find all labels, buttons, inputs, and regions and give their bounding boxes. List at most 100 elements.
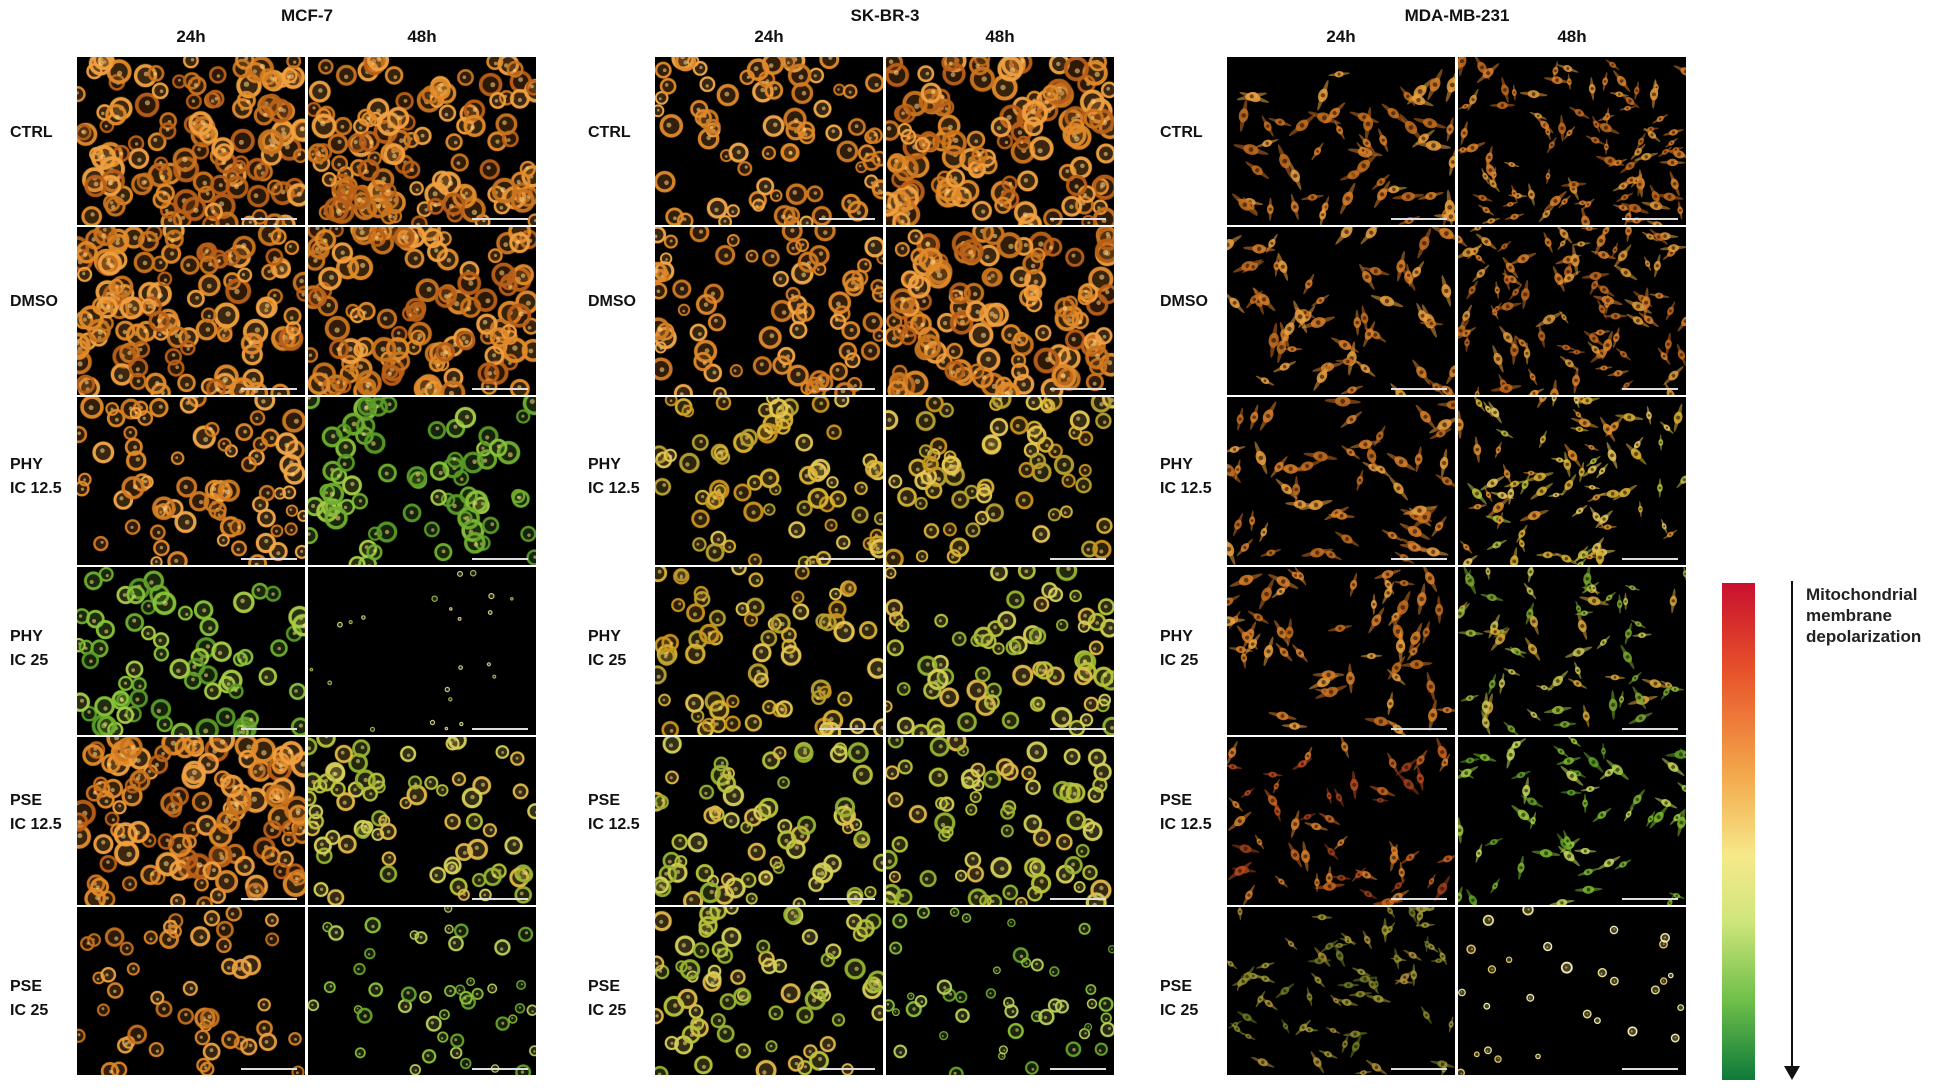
micrograph-grid — [77, 57, 537, 1077]
micrograph-tile — [655, 737, 883, 905]
micrograph-image — [886, 227, 1114, 395]
micrograph-tile — [1458, 737, 1686, 905]
micrograph-tile — [1458, 567, 1686, 735]
scale-bar — [1391, 218, 1447, 220]
micrograph-image — [1458, 567, 1686, 735]
micrograph-image — [886, 737, 1114, 905]
legend-line-3: depolarization — [1806, 627, 1922, 646]
micrograph-tile — [1227, 227, 1455, 395]
panel-sk-br-3: SK-BR-3 24h 48h CTRL DMSO PHY IC 12.5 PHY IC 25 P… — [578, 0, 1178, 1092]
micrograph-grid — [1227, 57, 1687, 1077]
micrograph-image — [1458, 57, 1686, 225]
row-label: PHY IC 25 — [10, 625, 88, 673]
row-label: PSE IC 25 — [10, 975, 88, 1023]
row-label: PHY IC 12.5 — [10, 453, 88, 501]
micrograph-tile — [1227, 57, 1455, 225]
micrograph-image — [77, 227, 305, 395]
scale-bar — [1622, 728, 1678, 730]
cell-line-title: MDA-MB-231 — [1404, 6, 1510, 25]
row-label-treatment: PHY — [1160, 628, 1193, 645]
micrograph-tile — [886, 397, 1114, 565]
scale-bar — [1050, 898, 1106, 900]
color-scale-bar — [1722, 583, 1755, 1080]
micrograph-tile — [1227, 737, 1455, 905]
micrograph-image — [655, 397, 883, 565]
row-label-dose: IC 12.5 — [588, 816, 640, 833]
legend-line-2: membrane — [1806, 606, 1892, 625]
micrograph-tile — [1227, 567, 1455, 735]
micrograph-tile — [1458, 227, 1686, 395]
row-label-treatment: CTRL — [588, 124, 631, 141]
time-label-48h: 48h — [1557, 27, 1587, 46]
panel-mcf-7: MCF-7 24h 48h CTRL DMSO PHY IC 12.5 PHY IC 25 PSE… — [0, 0, 600, 1092]
micrograph-tile — [77, 907, 305, 1075]
micrograph-image — [308, 567, 536, 735]
scale-bar — [1391, 558, 1447, 560]
scale-bar — [1050, 388, 1106, 390]
micrograph-image — [886, 57, 1114, 225]
row-label-dose: IC 12.5 — [1160, 816, 1212, 833]
micrograph-image — [655, 567, 883, 735]
row-label-treatment: CTRL — [1160, 124, 1203, 141]
micrograph-image — [1227, 227, 1455, 395]
micrograph-grid — [655, 57, 1115, 1077]
scale-bar — [1622, 388, 1678, 390]
row-label: PHY IC 25 — [588, 625, 666, 673]
scale-bar — [241, 558, 297, 560]
micrograph-tile — [77, 397, 305, 565]
scale-bar — [472, 388, 528, 390]
scale-bar — [1622, 1068, 1678, 1070]
time-label-24h: 24h — [176, 27, 206, 46]
row-label: CTRL — [588, 121, 666, 145]
cell-line-title: MCF-7 — [281, 6, 333, 25]
row-label-treatment: PHY — [1160, 456, 1193, 473]
micrograph-tile — [308, 737, 536, 905]
row-label: PSE IC 25 — [588, 975, 666, 1023]
legend-line-1: Mitochondrial — [1806, 585, 1918, 604]
micrograph-image — [1227, 737, 1455, 905]
scale-bar — [1050, 218, 1106, 220]
micrograph-image — [77, 567, 305, 735]
row-label: PHY IC 12.5 — [588, 453, 666, 501]
arrow-head-icon — [1784, 1066, 1800, 1080]
row-label-dose: IC 25 — [588, 1002, 627, 1019]
micrograph-image — [1458, 907, 1686, 1075]
scale-bar — [472, 1068, 528, 1070]
time-label-24h: 24h — [754, 27, 784, 46]
row-label-dose: IC 12.5 — [588, 480, 640, 497]
scale-bar — [241, 728, 297, 730]
row-label: PSE IC 12.5 — [1160, 789, 1238, 837]
row-label-treatment: DMSO — [588, 293, 636, 310]
micrograph-tile — [308, 907, 536, 1075]
micrograph-image — [655, 737, 883, 905]
micrograph-image — [655, 227, 883, 395]
micrograph-tile — [308, 227, 536, 395]
scale-bar — [241, 1068, 297, 1070]
scale-bar — [472, 728, 528, 730]
row-label-treatment: PSE — [10, 792, 43, 809]
scale-bar — [241, 218, 297, 220]
row-label-treatment: DMSO — [10, 293, 58, 310]
row-label-treatment: PSE — [1160, 978, 1193, 995]
row-label: PHY IC 12.5 — [1160, 453, 1238, 501]
row-label-treatment: PHY — [10, 456, 43, 473]
micrograph-image — [1458, 737, 1686, 905]
micrograph-tile — [886, 737, 1114, 905]
micrograph-image — [308, 737, 536, 905]
scale-bar — [1622, 558, 1678, 560]
row-label-dose: IC 25 — [10, 652, 49, 669]
scale-bar — [1622, 898, 1678, 900]
time-label-48h: 48h — [407, 27, 437, 46]
micrograph-image — [1458, 227, 1686, 395]
legend-label: Mitochondrial membrane depolarization — [1806, 584, 1946, 647]
row-label-treatment: PSE — [1160, 792, 1193, 809]
micrograph-image — [1227, 57, 1455, 225]
row-label-treatment: PHY — [10, 628, 43, 645]
micrograph-tile — [886, 907, 1114, 1075]
scale-bar — [1622, 218, 1678, 220]
row-label: CTRL — [1160, 121, 1238, 145]
micrograph-tile — [1227, 397, 1455, 565]
micrograph-tile — [655, 397, 883, 565]
row-label-treatment: PHY — [588, 456, 621, 473]
row-label-dose: IC 12.5 — [10, 480, 62, 497]
